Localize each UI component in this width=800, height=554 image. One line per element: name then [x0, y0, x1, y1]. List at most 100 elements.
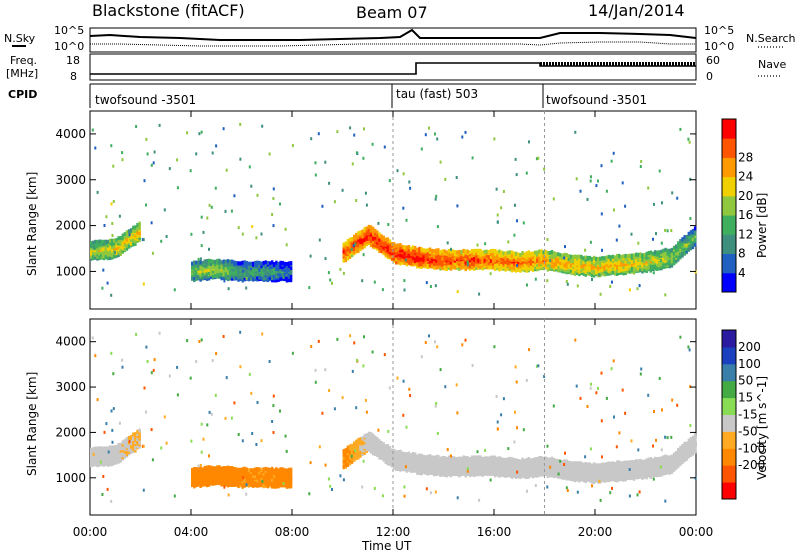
scatter-point: [495, 187, 498, 191]
echo-cell: [348, 244, 352, 249]
echo-cell: [590, 475, 594, 480]
scatter-point: [601, 455, 603, 459]
echo-cell: [451, 264, 455, 269]
echo-cell: [207, 261, 211, 266]
echo-cell: [384, 454, 387, 459]
scatter-point: [664, 499, 667, 503]
scatter-point: [268, 152, 271, 156]
echo-cell: [195, 276, 198, 281]
colorbar-segment: [722, 272, 736, 293]
echo-cell: [231, 273, 234, 278]
echo-cell: [630, 253, 634, 258]
echo-cell: [264, 260, 267, 265]
scatter-point: [111, 440, 114, 444]
nsearch-tick-low: 10^0: [704, 40, 734, 53]
scatter-point: [496, 427, 499, 431]
echo-cell: [462, 466, 465, 471]
echo-cell: [386, 444, 390, 449]
echo-cell: [677, 241, 680, 246]
scatter-point: [516, 264, 519, 268]
echo-cell: [123, 438, 127, 443]
scatter-point: [679, 127, 682, 131]
scatter-point: [362, 459, 365, 463]
echo-cell: [538, 468, 541, 473]
echo-cell: [460, 469, 463, 473]
echo-cell: [209, 271, 213, 276]
echo-cell: [96, 239, 99, 244]
echo-cell: [550, 254, 554, 259]
echo-cell: [94, 241, 97, 246]
echo-cell: [355, 439, 358, 444]
echo-cell: [209, 275, 213, 280]
echo-cell: [500, 264, 503, 269]
echo-cell: [451, 262, 455, 267]
echo-cell: [191, 261, 194, 266]
echo-cell: [433, 249, 436, 254]
echo-cell: [637, 459, 640, 464]
echo-cell: [592, 265, 596, 269]
scatter-point: [251, 432, 254, 435]
echo-cell: [639, 262, 642, 267]
echo-cell: [449, 462, 453, 467]
echo-cell: [96, 463, 99, 468]
echo-cell: [635, 459, 638, 464]
scatter-point: [225, 376, 228, 380]
echo-cell: [378, 450, 381, 455]
echo-cell: [569, 268, 573, 273]
echo-cell: [580, 461, 583, 466]
colorbar-tick-label: 50: [738, 374, 753, 388]
echo-cell: [367, 227, 371, 232]
nave-tick-low: 0: [706, 70, 713, 83]
power-echo-layer: [90, 111, 697, 309]
echo-cell: [546, 255, 549, 260]
echo-cell: [527, 266, 531, 271]
echo-cell: [226, 475, 230, 480]
echo-cell: [580, 259, 583, 264]
echo-cell: [624, 264, 627, 269]
echo-cell: [136, 444, 139, 449]
echo-cell: [428, 259, 432, 264]
echo-cell: [529, 261, 533, 266]
echo-cell: [418, 459, 421, 464]
echo-cell: [630, 468, 634, 473]
echo-cell: [494, 473, 497, 478]
echo-cell: [239, 471, 242, 476]
echo-cell: [203, 480, 206, 485]
echo-cell: [512, 254, 516, 259]
scatter-point: [272, 224, 275, 228]
echo-cell: [607, 468, 610, 473]
echo-cell: [220, 271, 223, 276]
echo-cell: [470, 458, 474, 463]
scatter-point: [106, 281, 109, 285]
scatter-point: [230, 209, 233, 213]
echo-cell: [481, 465, 484, 470]
echo-cell: [632, 469, 636, 474]
scatter-point: [248, 165, 251, 169]
echo-cell: [451, 471, 455, 476]
echo-cell: [428, 256, 432, 261]
echo-cell: [222, 466, 225, 470]
echo-cell: [367, 235, 371, 240]
echo-cell: [672, 256, 676, 261]
echo-cell: [435, 458, 438, 463]
echo-cell: [546, 263, 549, 268]
scatter-point: [495, 394, 498, 398]
echo-cell: [595, 267, 598, 272]
echo-cell: [609, 463, 613, 468]
echo-cell: [454, 252, 457, 257]
echo-cell: [271, 482, 274, 487]
echo-cell: [426, 252, 430, 257]
echo-cell: [574, 469, 577, 474]
scatter-point: [339, 474, 342, 478]
scatter-point: [660, 241, 663, 245]
echo-cell: [424, 455, 427, 460]
echo-cell: [287, 268, 291, 273]
echo-cell: [220, 265, 223, 270]
echo-cell: [378, 240, 381, 245]
echo-cell: [658, 255, 661, 260]
scatter-point: [202, 230, 205, 234]
echo-cell: [254, 469, 257, 474]
echo-cell: [531, 265, 535, 269]
echo-cell: [369, 435, 373, 440]
